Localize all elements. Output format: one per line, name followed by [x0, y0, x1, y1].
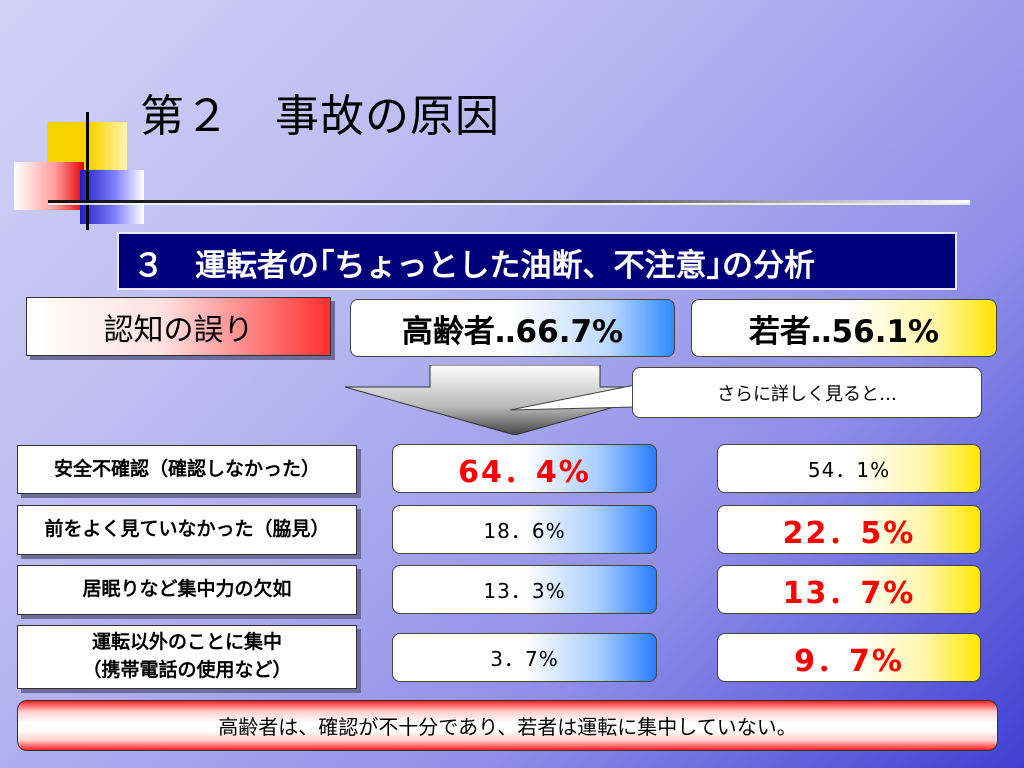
row-label-line: （携帯電話の使用など）: [82, 659, 292, 681]
row-label-inattention: 前をよく見ていなかった（脇見）: [17, 505, 357, 555]
elderly-value-inattention: 18．6%: [392, 505, 657, 554]
young-value-drowsiness: 13．7%: [717, 565, 981, 614]
elderly-header: 高齢者‥66.7%: [350, 299, 675, 357]
elderly-value-distraction: 3．7%: [392, 633, 657, 682]
value-text: 13．3%: [483, 579, 566, 603]
section-subtitle: ３ 運転者の｢ちょっとした油断、不注意｣の分析: [117, 232, 957, 290]
slide-title: 第２ 事故の原因: [140, 91, 500, 142]
callout-note: さらに詳しく見ると…: [632, 367, 982, 418]
value-text: 13．7%: [782, 575, 916, 611]
value-text: 22．5%: [782, 515, 916, 551]
callout-pointer: [510, 385, 636, 411]
conclusion-banner: 高齢者は、確認が不十分であり、若者は運転に集中していない。: [17, 700, 998, 751]
young-value-distraction: 9．7%: [717, 633, 981, 682]
row-label-distraction: 運転以外のことに集中 （携帯電話の使用など）: [17, 625, 357, 689]
row-label-drowsiness: 居眠りなど集中力の欠如: [17, 565, 357, 615]
title-underline-highlight: [48, 203, 970, 205]
value-text: 9．7%: [794, 643, 904, 679]
young-header: 若者‥56.1%: [691, 299, 997, 357]
value-text: 64．4%: [458, 454, 591, 490]
elderly-value-safety-check: 64．4%: [392, 444, 657, 493]
row-label-safety-check: 安全不確認（確認しなかった）: [17, 445, 357, 494]
young-value-safety-check: 54．1%: [717, 444, 981, 493]
logo-blue-square: [80, 170, 144, 224]
down-arrow-icon: [345, 365, 685, 435]
row-label-line: 運転以外のことに集中: [91, 631, 282, 654]
logo-vertical-line: [86, 112, 89, 230]
value-text: 54．1%: [807, 458, 891, 482]
value-text: 3．7%: [490, 647, 559, 671]
value-text: 18．6%: [483, 519, 566, 543]
category-label: 認知の誤り: [26, 297, 331, 356]
elderly-value-drowsiness: 13．3%: [392, 565, 657, 614]
young-value-inattention: 22．5%: [717, 505, 981, 554]
title-underline: [48, 200, 970, 203]
